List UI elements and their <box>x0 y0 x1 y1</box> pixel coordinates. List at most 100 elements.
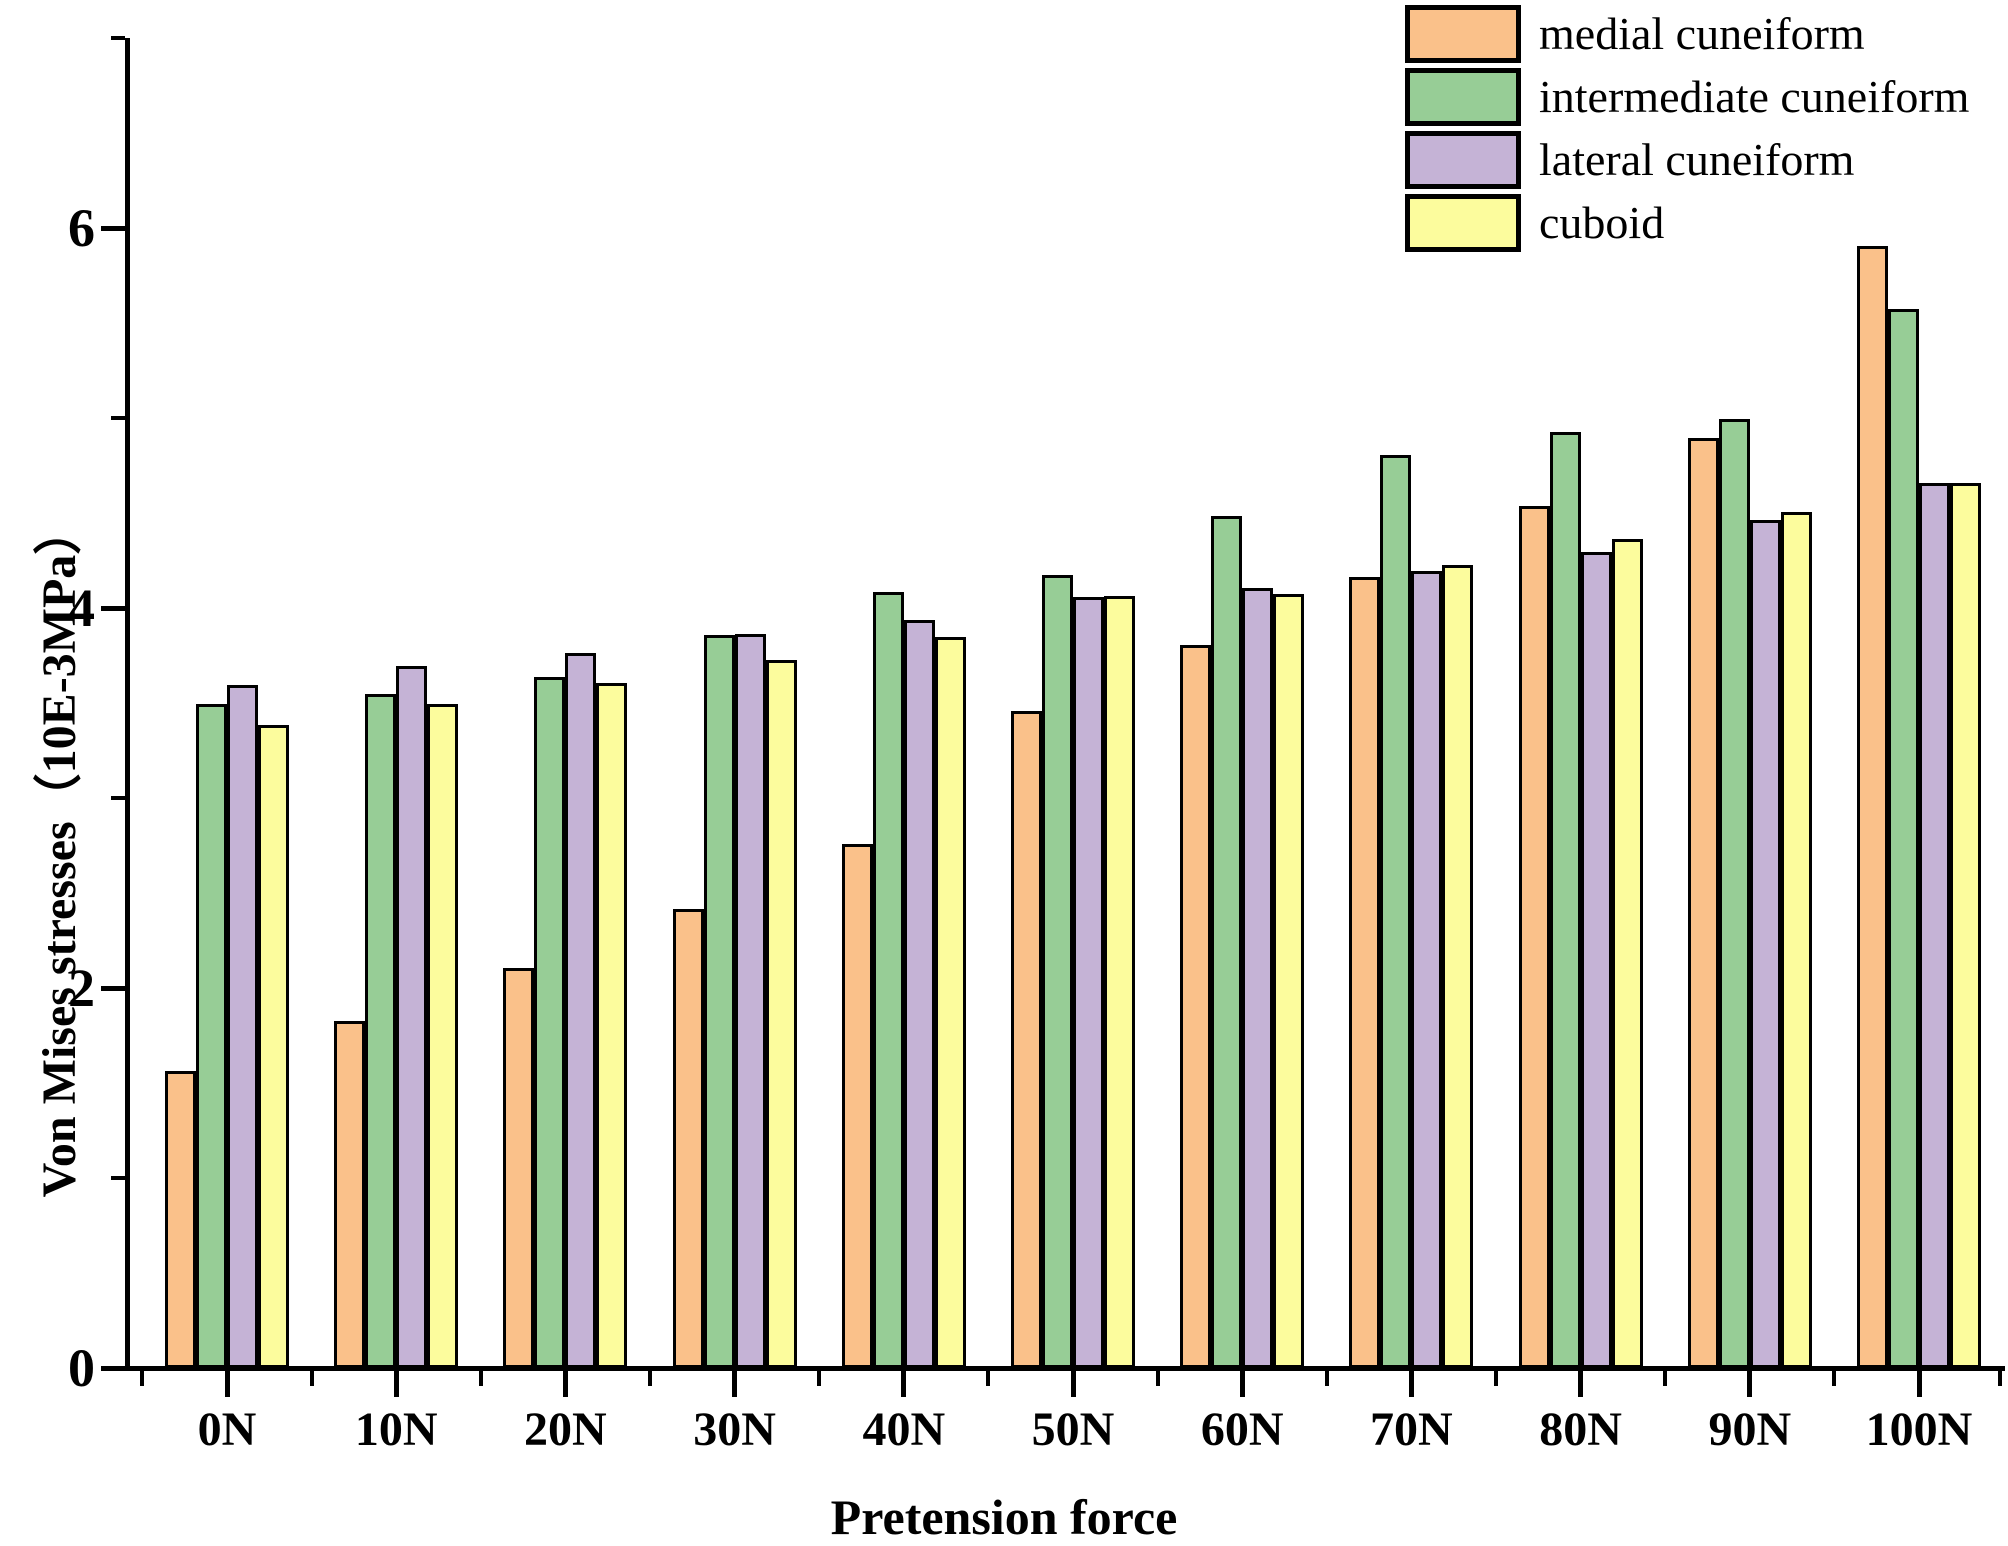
legend-label: intermediate cuneiform <box>1539 71 1970 122</box>
bar <box>1780 511 1812 1368</box>
legend-item: intermediate cuneiform <box>1405 68 1969 126</box>
bar <box>1349 576 1381 1368</box>
bar <box>703 635 735 1368</box>
legend-item: medial cuneiform <box>1405 5 1969 63</box>
bar <box>334 1021 366 1368</box>
x-major-tick <box>1408 1371 1414 1397</box>
bar <box>1411 570 1443 1368</box>
legend-item: lateral cuneiform <box>1405 131 1969 189</box>
y-major-tick <box>101 605 125 611</box>
bar-group <box>1687 418 1812 1368</box>
bar <box>1442 565 1474 1368</box>
bar <box>1011 711 1042 1368</box>
bar <box>672 909 704 1368</box>
x-minor-tick <box>1155 1371 1160 1386</box>
x-tick-label: 40N <box>862 1403 946 1456</box>
x-major-tick <box>393 1371 399 1397</box>
y-minor-tick <box>111 796 125 800</box>
bar <box>1273 593 1305 1368</box>
bar <box>503 967 535 1368</box>
bar <box>1687 437 1719 1368</box>
bar <box>1919 483 1950 1368</box>
x-major-tick <box>1747 1371 1753 1397</box>
bar <box>1950 483 1981 1368</box>
legend-swatch-intermediate-cuneiform <box>1405 68 1521 126</box>
x-minor-tick <box>309 1371 314 1386</box>
x-minor-tick <box>986 1371 991 1386</box>
x-tick-label: 100N <box>1865 1403 1973 1456</box>
bar-group <box>1518 432 1643 1368</box>
y-major-tick <box>101 225 125 231</box>
bar <box>1042 574 1073 1368</box>
x-minor-tick <box>1324 1371 1329 1386</box>
y-tick-label: 2 <box>68 958 95 1018</box>
x-tick-label: 20N <box>524 1403 607 1456</box>
bar <box>427 703 459 1368</box>
x-major-tick <box>732 1371 738 1397</box>
bar <box>903 620 935 1368</box>
bar <box>1857 245 1888 1368</box>
y-tick-label: 0 <box>68 1338 95 1398</box>
y-axis-title: Von Mises stresses（10E-3MPa） <box>33 506 86 1198</box>
x-minor-tick <box>1663 1371 1668 1386</box>
x-major-tick <box>1578 1371 1584 1397</box>
bar <box>765 660 797 1368</box>
legend: medial cuneiform intermediate cuneiform … <box>1405 5 1969 257</box>
x-tick-label: 80N <box>1539 1403 1622 1456</box>
legend-swatch-cuboid <box>1405 194 1521 252</box>
bar <box>565 652 597 1368</box>
y-axis-line <box>125 38 130 1371</box>
bar-group <box>1011 574 1135 1368</box>
x-minor-tick <box>817 1371 822 1386</box>
legend-label: lateral cuneiform <box>1539 134 1855 185</box>
x-minor-tick <box>648 1371 652 1386</box>
bar <box>841 844 873 1368</box>
x-tick-label: 70N <box>1370 1403 1453 1456</box>
legend-label: medial cuneiform <box>1539 8 1865 59</box>
legend-swatch-lateral-cuneiform <box>1405 131 1521 189</box>
x-minor-tick <box>478 1371 483 1386</box>
x-tick-label: 30N <box>693 1403 776 1456</box>
bar-group <box>503 652 628 1368</box>
bar <box>165 1070 196 1368</box>
y-major-tick <box>101 985 125 991</box>
bar <box>1580 551 1612 1368</box>
bar-group <box>1349 454 1474 1368</box>
y-major-tick <box>101 1365 125 1371</box>
x-axis-line <box>125 1366 2005 1371</box>
legend-swatch-medial-cuneiform <box>1405 5 1521 63</box>
bar <box>196 703 227 1368</box>
x-tick-label: 50N <box>1031 1403 1115 1456</box>
bar-group <box>334 665 459 1368</box>
x-major-tick <box>901 1371 907 1397</box>
bar-group <box>1180 515 1305 1368</box>
bar-group <box>672 633 797 1368</box>
bar <box>1180 644 1212 1368</box>
y-tick-label: 6 <box>68 198 95 258</box>
bar <box>1611 538 1643 1368</box>
legend-item: cuboid <box>1405 194 1969 252</box>
bar <box>596 682 628 1368</box>
bar <box>534 677 566 1368</box>
x-major-tick <box>224 1371 230 1397</box>
x-major-tick <box>1070 1371 1076 1397</box>
bar <box>1888 308 1919 1368</box>
x-tick-label: 60N <box>1200 1403 1284 1456</box>
bar <box>365 694 397 1368</box>
bar <box>1749 519 1781 1368</box>
bar <box>1380 454 1412 1368</box>
bar <box>396 665 428 1368</box>
y-minor-tick <box>111 1176 125 1180</box>
y-tick-label: 4 <box>68 578 95 638</box>
bar-group <box>165 684 289 1368</box>
y-minor-tick <box>111 36 125 40</box>
bar <box>1549 432 1581 1368</box>
bar-group <box>841 591 966 1368</box>
x-minor-tick <box>1494 1371 1498 1386</box>
x-minor-tick <box>1998 1371 2002 1386</box>
x-tick-label: 90N <box>1708 1403 1792 1456</box>
bar <box>1104 595 1135 1368</box>
bar <box>734 633 766 1368</box>
bar <box>1242 587 1274 1368</box>
